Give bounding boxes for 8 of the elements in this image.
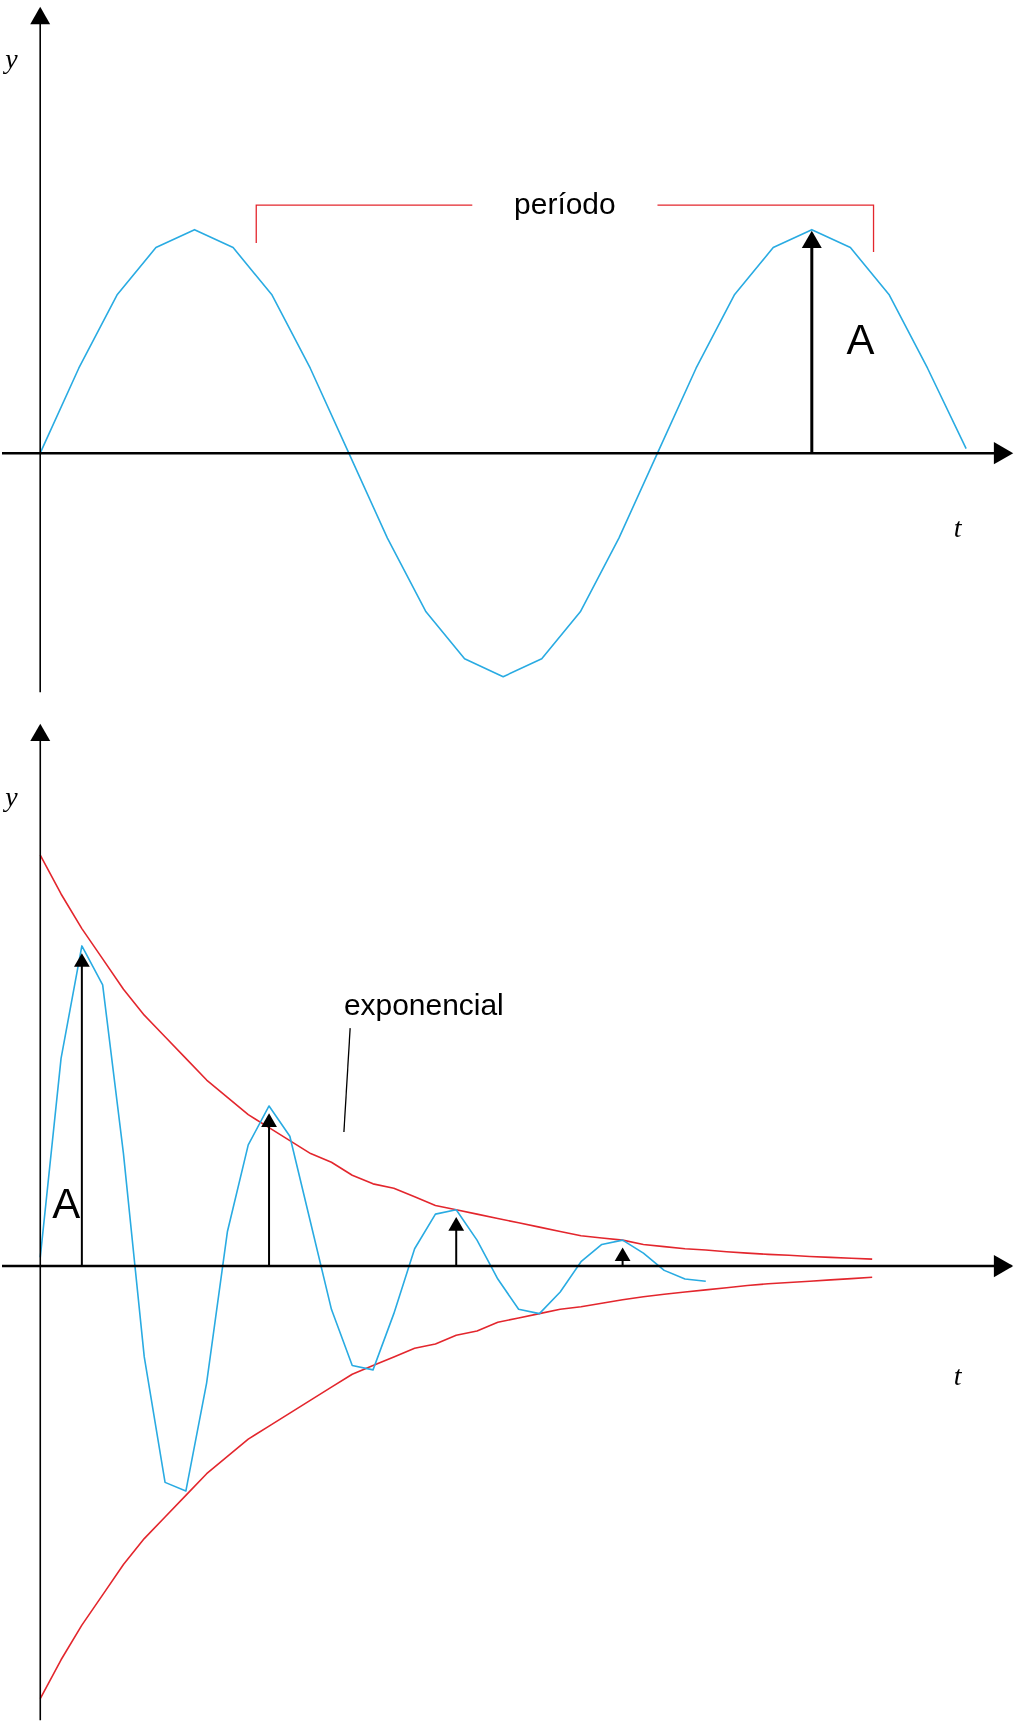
annotation: A [846, 316, 875, 364]
text: período [514, 187, 616, 221]
annotation: A [52, 1180, 81, 1228]
y-axis-title: y [2, 780, 19, 812]
annotation: exponencial [343, 988, 504, 1022]
x-axis-title: t [953, 512, 963, 544]
x-axis-title: t [953, 1359, 963, 1391]
y-axis-title: y [2, 43, 19, 75]
